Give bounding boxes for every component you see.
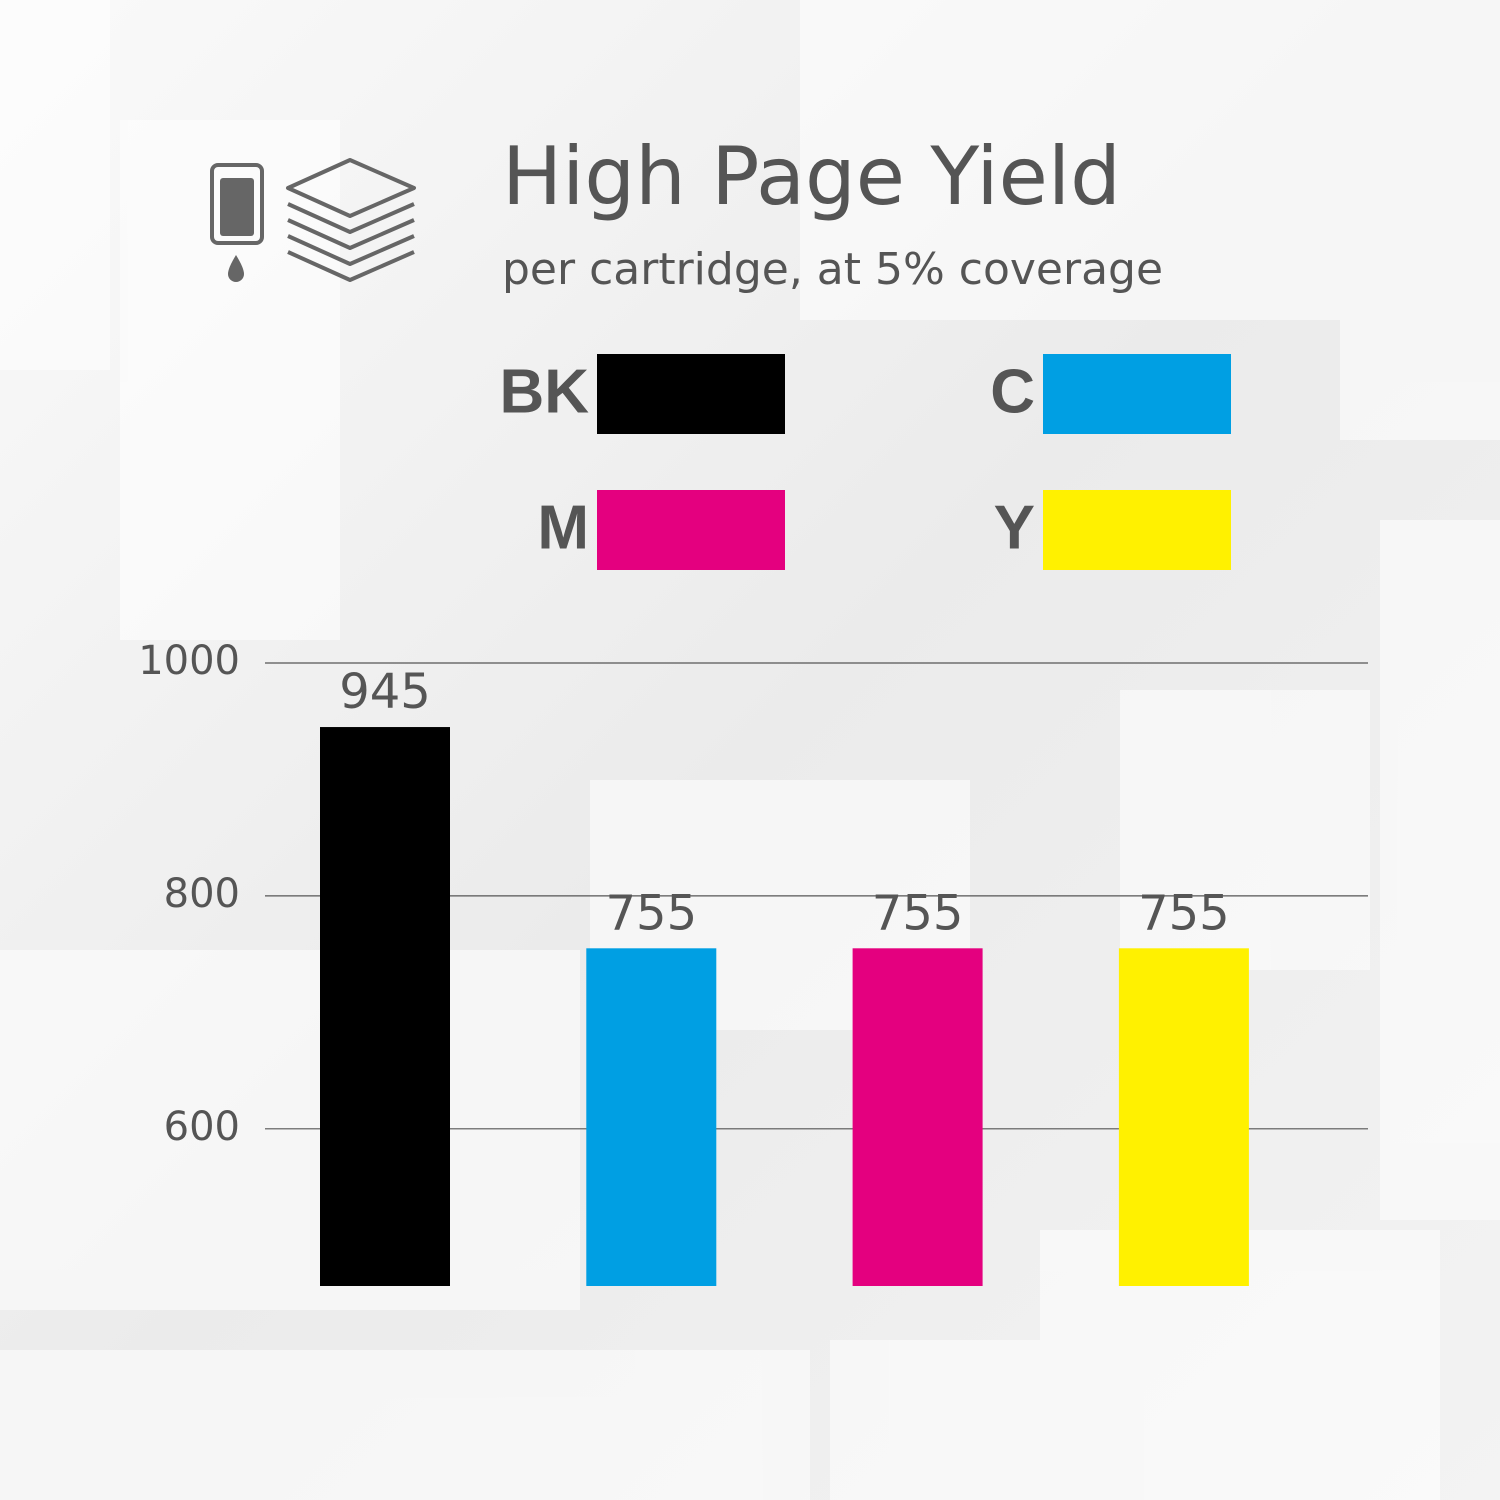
legend-swatch <box>597 354 785 434</box>
legend-label: C <box>990 357 1035 426</box>
legend-label: Y <box>994 493 1035 562</box>
legend-label: M <box>537 493 589 562</box>
bar <box>1118 948 1249 1286</box>
bar <box>320 727 450 1286</box>
legend-swatch <box>597 490 785 570</box>
y-tick-label: 1000 <box>138 638 240 684</box>
y-tick-label: 800 <box>164 871 240 917</box>
icon-cartridge <box>210 163 264 282</box>
data-label: 755 <box>872 885 964 941</box>
chart-subtitle: per cartridge, at 5% coverage <box>502 244 1163 295</box>
y-tick-label: 600 <box>164 1104 240 1150</box>
legend-swatch <box>1043 354 1231 434</box>
data-label: 755 <box>1138 885 1230 941</box>
legend-label: BK <box>499 357 589 426</box>
bar <box>586 948 717 1286</box>
legend-swatch <box>1043 490 1231 570</box>
icon-paper-stack <box>286 158 416 282</box>
data-label: 945 <box>339 664 431 720</box>
data-label: 755 <box>605 885 697 941</box>
chart-title: High Page Yield <box>502 130 1121 223</box>
bar <box>852 948 983 1286</box>
